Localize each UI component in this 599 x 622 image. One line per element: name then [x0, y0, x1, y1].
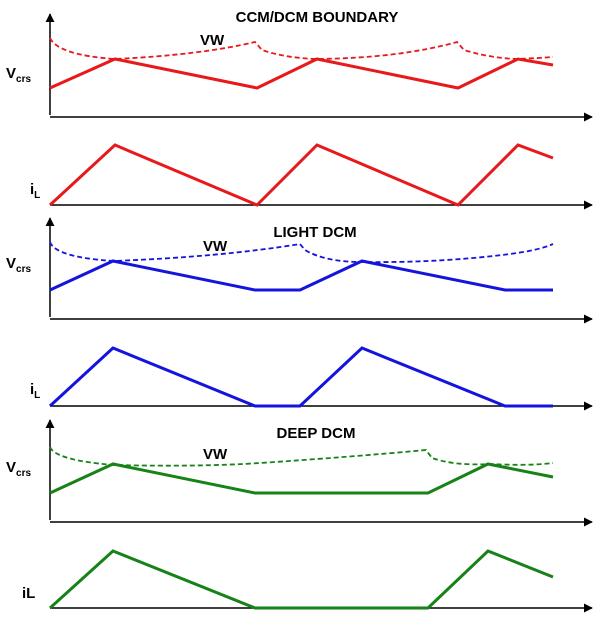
panel-light: LIGHT DCM VW Vcrs iL [6, 217, 593, 411]
il-trace [48, 549, 554, 610]
vcrs-trace [49, 259, 553, 292]
vw-label: VW [203, 238, 228, 255]
vw-trace [49, 446, 554, 467]
panel-deep: DEEP DCM VW Vcrs iL [6, 419, 593, 613]
vw-trace [49, 241, 554, 263]
vcrs-trace [49, 57, 554, 90]
panel-ccm: CCM/DCM BOUNDARY VW Vcrs iL [6, 9, 593, 210]
panel-title: LIGHT DCM [273, 224, 356, 241]
vw-label: VW [200, 32, 225, 49]
panel-title: DEEP DCM [277, 425, 356, 442]
vw-trace [49, 37, 554, 60]
panel-title: CCM/DCM BOUNDARY [236, 9, 399, 26]
vcrs-label: Vcrs [6, 65, 31, 85]
il-label: iL [30, 381, 40, 401]
vcrs-trace [49, 462, 554, 495]
il-trace [48, 143, 554, 207]
vcrs-label: Vcrs [6, 255, 31, 275]
vw-label: VW [203, 446, 228, 463]
il-trace [48, 346, 553, 408]
il-label: iL [30, 181, 40, 201]
il-label: iL [22, 585, 35, 602]
vcrs-label: Vcrs [6, 459, 31, 479]
